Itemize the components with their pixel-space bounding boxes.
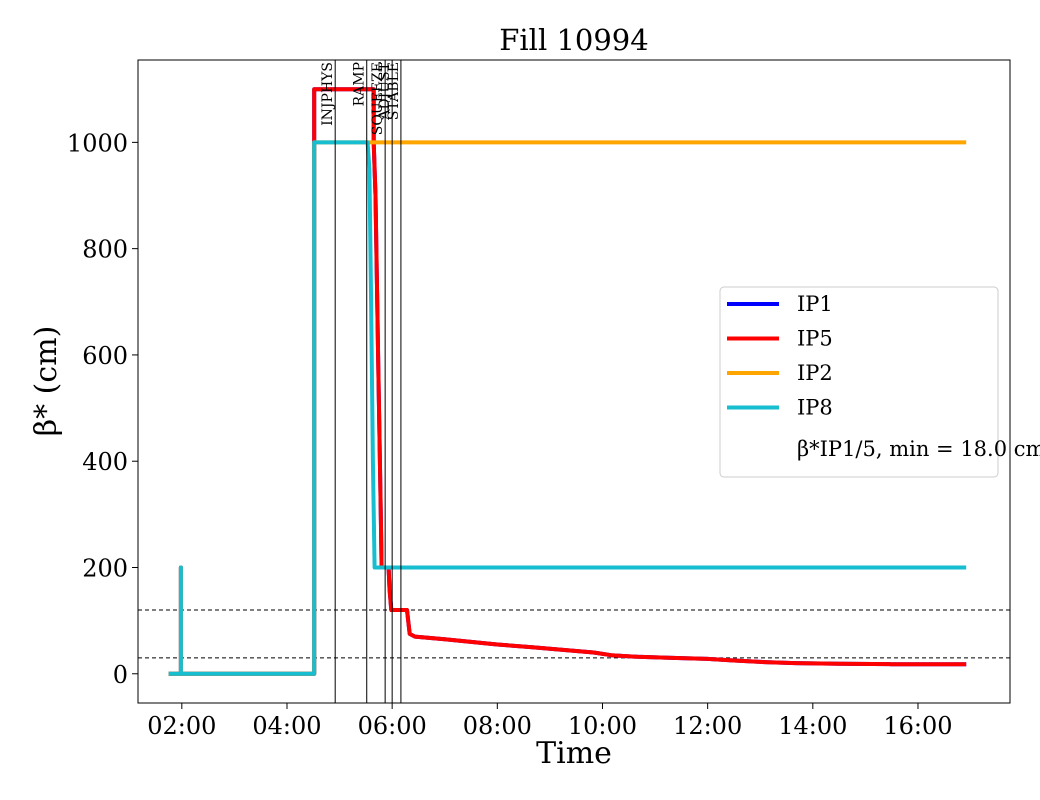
x-tick-label: 08:00 [463, 712, 532, 740]
x-tick-label: 12:00 [673, 712, 742, 740]
y-axis: 0 200 400 600 800 1000 [67, 129, 138, 689]
x-tick-label: 10:00 [568, 712, 637, 740]
x-axis-label: Time [536, 736, 612, 771]
series-line-ip8 [168, 140, 967, 676]
y-tick-label: 0 [113, 661, 128, 689]
y-tick-label: 800 [82, 236, 128, 264]
phase-label-squeeze: SQUEEZE [370, 62, 386, 135]
y-tick-label: 600 [82, 342, 128, 370]
y-tick-label: 200 [82, 554, 128, 582]
series-layer [168, 87, 967, 676]
legend-label-ip1: IP1 [797, 292, 833, 316]
x-tick-label: 16:00 [883, 712, 952, 740]
legend: IP1 IP5 IP2 IP8 β*IP1/5, min = 18.0 cm [719, 286, 1040, 478]
x-axis: 02:00 04:00 06:00 08:00 10:00 12:00 14:00 16:00 [147, 703, 953, 740]
x-tick-label: 06:00 [358, 712, 427, 740]
x-tick-label: 14:00 [778, 712, 847, 740]
y-tick-label: 1000 [67, 129, 128, 157]
phase-label-stable: STABLE [386, 62, 402, 120]
x-tick-label: 02:00 [147, 712, 216, 740]
phase-label-injphys: INJPHYS [320, 62, 336, 126]
x-tick-label: 04:00 [252, 712, 321, 740]
y-axis-label: β* (cm) [29, 326, 64, 437]
legend-label-ip5: IP5 [797, 327, 833, 351]
series-line-ip5 [168, 87, 967, 676]
phase-label-adjust: ADJUST [377, 61, 393, 120]
legend-label-ip8: IP8 [797, 396, 833, 420]
legend-note: β*IP1/5, min = 18.0 cm [797, 437, 1040, 461]
y-tick-label: 400 [82, 448, 128, 476]
phase-label-ramp: RAMP [352, 62, 368, 106]
legend-label-ip2: IP2 [797, 361, 833, 385]
chart-title: Fill 10994 [499, 23, 648, 57]
reference-lines [138, 609, 1010, 659]
legend-box [719, 286, 999, 478]
